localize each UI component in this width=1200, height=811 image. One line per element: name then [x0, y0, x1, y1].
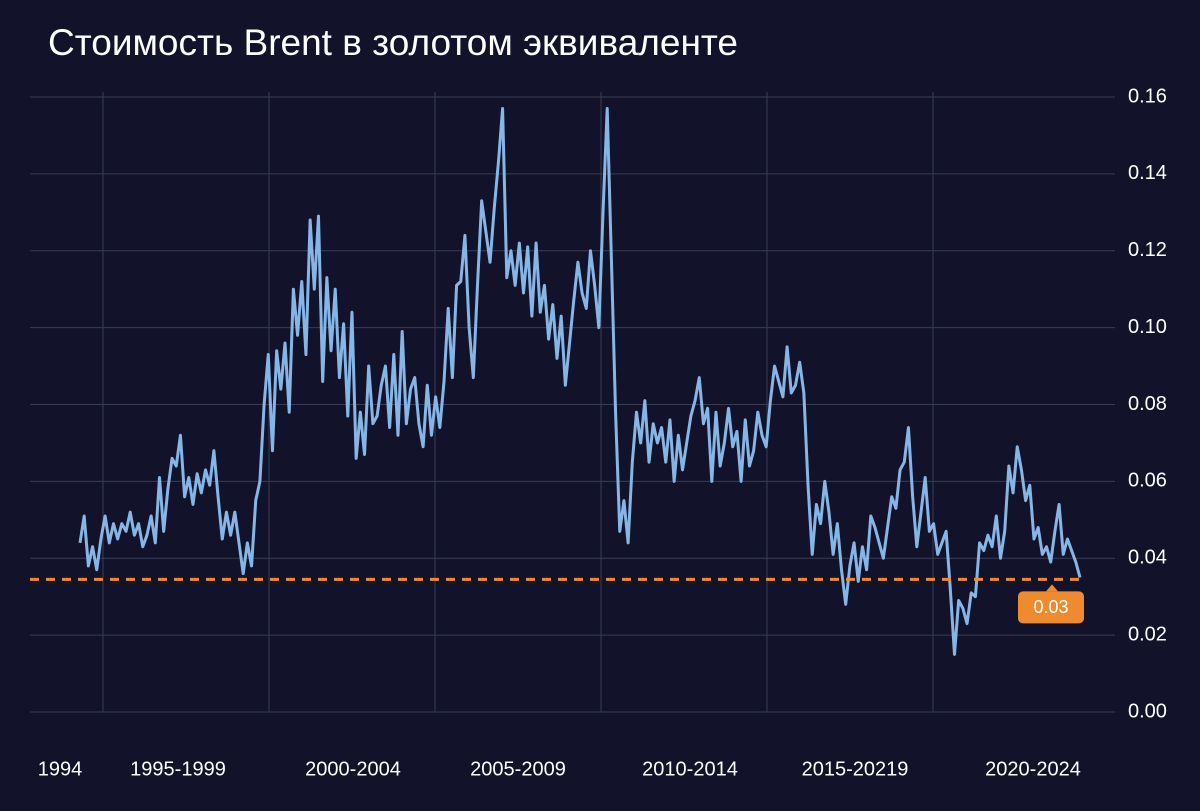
x-tick-label: 2015-20219 [802, 758, 909, 780]
reference-pointer [1046, 584, 1058, 592]
x-tick-label: 2010-2014 [642, 758, 738, 780]
x-tick-label: 1995-1999 [130, 758, 226, 780]
x-tick-label: 1994 [38, 758, 83, 780]
y-tick-label: 0.04 [1128, 547, 1167, 569]
y-tick-label: 0.00 [1128, 700, 1167, 722]
y-tick-label: 0.12 [1128, 239, 1167, 261]
y-tick-label: 0.10 [1128, 316, 1167, 338]
x-tick-label: 2020-2024 [985, 758, 1081, 780]
chart-title: Стоимость Brent в золотом эквиваленте [48, 22, 738, 63]
y-tick-label: 0.14 [1128, 162, 1167, 184]
reference-badge [1018, 591, 1084, 624]
y-tick-label: 0.06 [1128, 470, 1167, 492]
y-tick-label: 0.08 [1128, 393, 1167, 415]
x-tick-label: 2005-2009 [470, 758, 566, 780]
y-tick-label: 0.16 [1128, 85, 1167, 107]
reference-label: 0.03 [1033, 597, 1068, 617]
line-series [78, 107, 1082, 656]
y-tick-label: 0.02 [1128, 623, 1167, 645]
x-tick-label: 2000-2004 [305, 758, 401, 780]
